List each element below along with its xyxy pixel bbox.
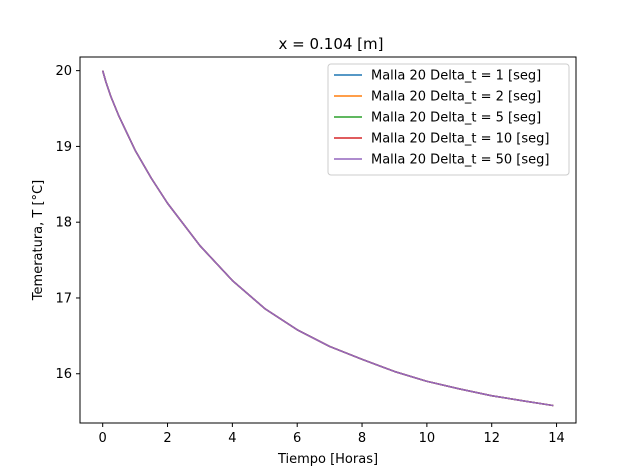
x-tick-label: 4: [228, 431, 236, 446]
y-tick-label: 17: [55, 291, 72, 306]
chart-title: x = 0.104 [m]: [278, 35, 383, 53]
x-tick-label: 8: [358, 431, 366, 446]
y-axis: 16 17 18 19 20: [55, 64, 80, 382]
legend-label: Malla 20 Delta_t = 2 [seg]: [371, 90, 541, 105]
y-tick-label: 20: [55, 64, 72, 79]
x-tick-label: 2: [163, 431, 171, 446]
y-tick-label: 19: [55, 140, 72, 155]
x-tick-label: 14: [548, 431, 565, 446]
series-line-5: [101, 70, 554, 407]
y-tick-label: 18: [55, 216, 72, 231]
x-tick-label: 6: [293, 431, 301, 446]
legend-label: Malla 20 Delta_t = 1 [seg]: [371, 69, 541, 84]
legend-box: [327, 63, 570, 176]
x-axis: 0 2 4 6 8 10 12 14: [99, 423, 565, 446]
x-tick-label: 12: [483, 431, 500, 446]
x-axis-label: Tiempo [Horas]: [277, 452, 378, 467]
x-tick-label: 10: [419, 431, 436, 446]
legend-label: Malla 20 Delta_t = 5 [seg]: [371, 111, 541, 126]
legend: Malla 20 Delta_t = 1 [seg] Malla 20 Delta…: [327, 63, 570, 176]
x-tick-label: 0: [99, 431, 107, 446]
y-axis-label: Temeratura, T [°C]: [31, 180, 46, 301]
series-lines: [101, 70, 554, 407]
y-tick-label: 16: [55, 367, 72, 382]
plot-frame: [79, 56, 577, 424]
legend-label: Malla 20 Delta_t = 50 [seg]: [371, 153, 549, 168]
legend-label: Malla 20 Delta_t = 10 [seg]: [371, 132, 549, 147]
